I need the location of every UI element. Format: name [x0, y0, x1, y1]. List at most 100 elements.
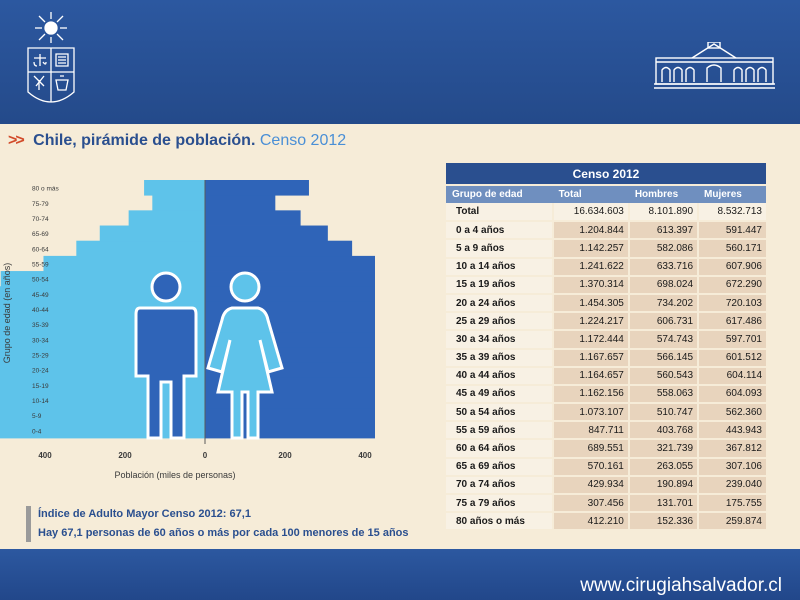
value-cell: 1.073.107	[551, 403, 629, 423]
table-row: 30 a 34 años 1.172.444 574.743 597.701	[446, 330, 766, 350]
value-cell: 307.106	[697, 457, 766, 477]
age-group-cell: Total	[446, 203, 553, 223]
x-axis-label: Población (miles de personas)	[114, 470, 235, 480]
age-group-cell: 10 a 14 años	[446, 257, 553, 277]
census-table: Censo 2012 Grupo de edad Total Hombres Muje…	[446, 163, 766, 532]
table-caption: Censo 2012	[446, 163, 766, 186]
value-cell: 566.145	[627, 348, 699, 368]
y-tick-label: 70-74	[32, 216, 49, 223]
table-row: 25 a 29 años 1.224.217 606.731 617.486	[446, 312, 766, 332]
footer-url-link[interactable]: www.cirugiahsalvador.cl	[580, 575, 782, 596]
table-row: 55 a 59 años 847.711 403.768 443.943	[446, 421, 766, 441]
value-cell: 8.101.890	[627, 203, 699, 223]
bar-right-70-74	[205, 210, 301, 226]
value-cell: 1.204.844	[551, 221, 629, 241]
value-cell: 175.755	[697, 494, 766, 514]
value-cell: 560.171	[697, 239, 766, 259]
age-group-cell: 25 a 29 años	[446, 312, 553, 332]
y-tick-label: 75-79	[32, 201, 49, 208]
value-cell: 510.747	[627, 403, 699, 423]
title-sub: Censo 2012	[259, 132, 347, 149]
bar-right-55-59	[205, 255, 375, 272]
value-cell: 152.336	[627, 512, 699, 532]
value-cell: 1.167.657	[551, 348, 629, 368]
age-group-cell: 55 a 59 años	[446, 421, 553, 441]
bar-left-80 o más	[144, 180, 205, 196]
value-cell: 689.551	[551, 439, 629, 459]
population-pyramid-chart: 0-4 5-9 10-14 15-19 20-24 25-29 30-34 35-39 40-4…	[0, 180, 375, 480]
value-cell: 1.172.444	[551, 330, 629, 350]
age-group-cell: 30 a 34 años	[446, 330, 553, 350]
value-cell: 574.743	[627, 330, 699, 350]
note-accent-bar	[26, 506, 31, 542]
sun-icon	[35, 12, 67, 43]
value-cell: 412.210	[551, 512, 629, 532]
table-row: 35 a 39 años 1.167.657 566.145 601.512	[446, 348, 766, 368]
x-tick-label: 0	[203, 451, 208, 460]
value-cell: 8.532.713	[697, 203, 766, 223]
value-cell: 1.241.622	[551, 257, 629, 277]
value-cell: 607.906	[697, 257, 766, 277]
y-tick-label: 40-44	[32, 307, 49, 314]
bar-left-55-59	[43, 255, 206, 272]
value-cell: 1.162.156	[551, 384, 629, 405]
table-row: 5 a 9 años 1.142.257 582.086 560.171	[446, 239, 766, 259]
value-cell: 1.164.657	[551, 366, 629, 386]
x-tick-label: 400	[38, 451, 52, 460]
bar-right-65-69	[205, 225, 328, 242]
age-group-cell: 45 a 49 años	[446, 384, 553, 405]
table-header-cell: Mujeres	[698, 185, 766, 203]
value-cell: 367.812	[697, 439, 766, 459]
value-cell: 606.731	[627, 312, 699, 332]
value-cell: 613.397	[627, 221, 699, 241]
value-cell: 734.202	[627, 293, 699, 314]
table-row: 50 a 54 años 1.073.107 510.747 562.360	[446, 403, 766, 423]
x-tick-label: 200	[278, 451, 292, 460]
y-tick-label: 80 o más	[32, 186, 59, 193]
y-tick-label: 0-4	[32, 428, 42, 435]
value-cell: 1.370.314	[551, 275, 629, 295]
age-group-cell: 70 a 74 años	[446, 475, 553, 496]
y-tick-label: 10-14	[32, 398, 49, 405]
age-group-cell: 5 a 9 años	[446, 239, 553, 259]
y-tick-label: 60-64	[32, 246, 49, 253]
table-header-cell: Hombres	[628, 185, 699, 203]
value-cell: 591.447	[697, 221, 766, 241]
y-tick-label: 45-49	[32, 292, 49, 299]
value-cell: 321.739	[627, 439, 699, 459]
bar-left-60-64	[76, 240, 205, 257]
value-cell: 633.716	[627, 257, 699, 277]
value-cell: 403.768	[627, 421, 699, 441]
value-cell: 443.943	[697, 421, 766, 441]
value-cell: 558.063	[627, 384, 699, 405]
value-cell: 1.224.217	[551, 312, 629, 332]
table-row: 80 años o más 412.210 152.336 259.874	[446, 512, 766, 532]
table-row: 60 a 64 años 689.551 321.739 367.812	[446, 439, 766, 459]
table-row: 0 a 4 años 1.204.844 613.397 591.447	[446, 221, 766, 241]
age-group-cell: 40 a 44 años	[446, 366, 553, 386]
table-row: 65 a 69 años 570.161 263.055 307.106	[446, 457, 766, 477]
bar-left-70-74	[128, 210, 205, 226]
y-tick-label: 20-24	[32, 368, 49, 375]
y-tick-label: 30-34	[32, 337, 49, 344]
age-group-cell: 80 años o más	[446, 512, 553, 532]
age-group-cell: 15 a 19 años	[446, 275, 553, 295]
y-tick-label: 25-29	[32, 353, 49, 360]
age-group-cell: 0 a 4 años	[446, 221, 553, 241]
value-cell: 597.701	[697, 330, 766, 350]
table-row: 10 a 14 años 1.241.622 633.716 607.906	[446, 257, 766, 277]
value-cell: 263.055	[627, 457, 699, 477]
value-cell: 307.456	[551, 494, 629, 514]
bar-right-75-79	[205, 195, 276, 211]
value-cell: 1.454.305	[551, 293, 629, 314]
age-group-cell: 35 a 39 años	[446, 348, 553, 368]
value-cell: 698.024	[627, 275, 699, 295]
y-tick-label: 15-19	[32, 383, 49, 390]
x-tick-label: 200	[118, 451, 132, 460]
table-row: 75 a 79 años 307.456 131.701 175.755	[446, 494, 766, 514]
y-tick-label: 35-39	[32, 322, 49, 329]
y-tick-label: 55-59	[32, 261, 49, 268]
value-cell: 570.161	[551, 457, 629, 477]
value-cell: 672.290	[697, 275, 766, 295]
woman-figure-icon	[206, 271, 284, 440]
